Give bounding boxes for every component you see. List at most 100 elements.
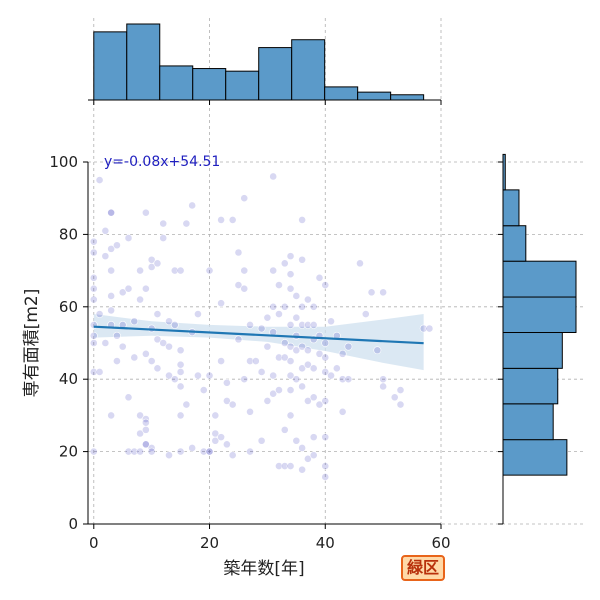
scatter-point xyxy=(321,281,330,289)
scatter-point xyxy=(251,357,260,365)
scatter-point xyxy=(263,397,272,405)
scatter-point xyxy=(321,473,330,481)
x-axis-title: 築年数[年] xyxy=(223,559,304,579)
scatter-point xyxy=(321,353,330,362)
scatter-point xyxy=(199,386,208,394)
scatter-point xyxy=(113,331,121,340)
scatter-point xyxy=(373,346,382,355)
y-tick-label: 100 xyxy=(49,153,78,171)
scatter-point xyxy=(170,320,179,329)
scatter-point xyxy=(379,288,388,297)
scatter-point xyxy=(309,451,318,460)
scatter-point xyxy=(344,375,353,384)
scatter-point xyxy=(298,364,307,373)
scatter-point xyxy=(194,371,202,380)
scatter-point xyxy=(188,201,197,210)
scatter-point xyxy=(165,342,173,351)
scatter-point xyxy=(222,440,231,449)
scatter-point xyxy=(338,407,347,416)
scatter-point xyxy=(176,368,185,376)
scatter-point xyxy=(286,386,295,394)
scatter-point xyxy=(228,216,237,224)
scatter-point xyxy=(89,273,98,282)
scatter-point xyxy=(89,331,98,340)
top-histogram-bar xyxy=(390,94,425,101)
scatter-point xyxy=(176,447,185,456)
scatter-point xyxy=(344,342,353,351)
scatter-point xyxy=(113,241,121,250)
scatter-point xyxy=(309,320,318,329)
regression-line-group xyxy=(93,325,424,345)
scatter-point xyxy=(321,368,330,376)
scatter-point xyxy=(107,244,116,253)
scatter-point xyxy=(107,411,116,420)
scatter-point xyxy=(89,368,98,376)
scatter-point xyxy=(217,357,225,365)
scatter-point xyxy=(136,295,144,304)
scatter-point xyxy=(321,339,330,347)
right-histogram-bar xyxy=(502,260,577,298)
scatter-point xyxy=(321,462,330,470)
scatter-point xyxy=(246,407,254,416)
scatter-point xyxy=(194,310,202,318)
scatter-point xyxy=(153,335,162,344)
scatter-point xyxy=(153,364,162,373)
y-tick-label: 20 xyxy=(59,443,78,461)
scatter-point xyxy=(205,266,214,275)
scatter-point xyxy=(298,320,307,329)
regression-equation: y=-0.08x+54.51 xyxy=(104,154,220,170)
scatter-point xyxy=(280,259,289,268)
scatter-point xyxy=(292,292,301,300)
scatter-point xyxy=(147,357,156,365)
scatter-point xyxy=(379,375,388,384)
scatter-point xyxy=(124,234,133,242)
scatter-point xyxy=(280,353,289,362)
scatter-point xyxy=(124,284,133,293)
scatter-point xyxy=(130,353,139,362)
scatter-point xyxy=(153,259,162,268)
scatter-point xyxy=(275,281,283,289)
scatter-point xyxy=(304,295,312,304)
scatter-point xyxy=(298,465,307,474)
scatter-point xyxy=(269,266,278,275)
scatter-point xyxy=(205,447,214,456)
scatter-point xyxy=(338,375,347,384)
scatter-point xyxy=(240,194,249,203)
scatter-point xyxy=(159,219,168,228)
scatter-point xyxy=(165,317,173,326)
scatter-point xyxy=(298,302,307,311)
scatter-point xyxy=(89,339,98,347)
scatter-point xyxy=(118,342,127,351)
scatter-point xyxy=(95,176,104,184)
top-histogram-bar xyxy=(357,91,392,101)
y-tick-label: 60 xyxy=(59,298,78,316)
scatter-point xyxy=(211,411,220,420)
scatter-point xyxy=(147,263,156,271)
scatter-point xyxy=(315,349,324,358)
scatter-point xyxy=(304,360,312,369)
x-tick-label: 40 xyxy=(316,534,335,552)
scatter-point xyxy=(263,313,272,322)
right-histogram-bar xyxy=(502,296,577,334)
scatter-point xyxy=(141,349,150,358)
scatter-point xyxy=(124,447,133,456)
scatter-point xyxy=(304,454,312,463)
scatter-point xyxy=(292,436,301,445)
scatter-point xyxy=(379,382,388,391)
scatter-point xyxy=(309,393,318,402)
scatter-point xyxy=(170,375,179,384)
scatter-point xyxy=(107,306,116,315)
scatter-point xyxy=(211,436,220,445)
scatter-point xyxy=(141,208,150,217)
top-histogram-bar xyxy=(192,68,227,101)
right-histogram-bar xyxy=(502,225,527,262)
scatter-point xyxy=(101,339,110,347)
scatter-point xyxy=(332,364,341,373)
scatter-point xyxy=(95,368,104,376)
scatter-point xyxy=(338,349,347,358)
scatter-point xyxy=(147,447,156,456)
scatter-point xyxy=(292,346,301,355)
scatter-point xyxy=(182,219,191,228)
scatter-point xyxy=(425,324,434,333)
scatter-point xyxy=(107,208,116,217)
